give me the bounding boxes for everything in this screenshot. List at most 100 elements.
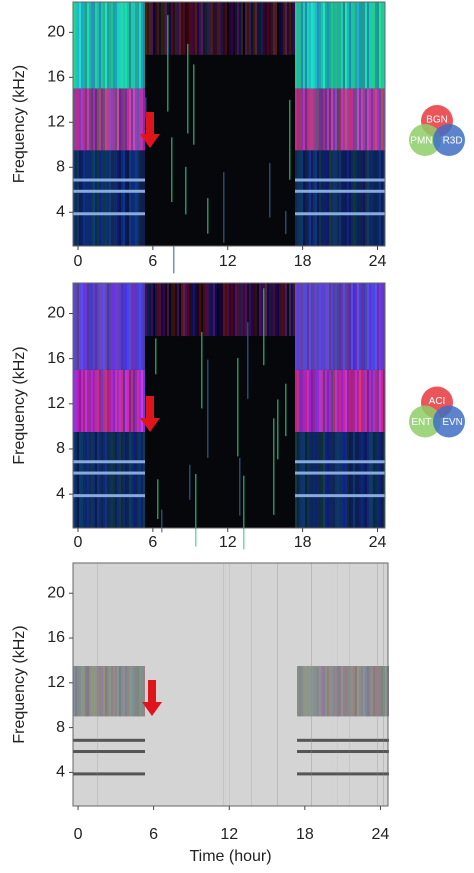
texture [345, 178, 347, 182]
texture [309, 471, 311, 475]
texture [311, 178, 313, 182]
texture [93, 150, 95, 246]
texture [325, 750, 327, 754]
texture [129, 772, 131, 776]
texture [127, 460, 129, 464]
texture [105, 189, 107, 193]
x-tick-label: 12 [219, 534, 237, 551]
texture [133, 494, 135, 498]
texture [315, 471, 317, 475]
texture [121, 772, 123, 776]
texture [87, 178, 89, 182]
texture [101, 178, 103, 182]
texture [121, 189, 123, 193]
texture [133, 189, 135, 193]
texture [349, 666, 351, 717]
texture [119, 772, 121, 776]
texture [295, 150, 297, 246]
texture [129, 750, 131, 754]
texture [127, 88, 129, 151]
texture [137, 738, 139, 742]
texture [235, 283, 237, 337]
texture [113, 750, 115, 754]
texture [269, 283, 271, 337]
texture [317, 88, 319, 151]
texture [129, 2, 131, 89]
texture [341, 750, 343, 754]
y-tick-label: 12 [47, 674, 65, 691]
texture [333, 178, 335, 182]
texture [315, 772, 317, 776]
texture [97, 369, 99, 433]
texture [369, 283, 371, 370]
texture [73, 283, 75, 370]
texture [131, 460, 133, 464]
texture [299, 738, 301, 742]
texture [335, 460, 337, 464]
texture [117, 150, 119, 246]
texture [143, 189, 145, 193]
texture [337, 212, 339, 216]
texture [97, 432, 99, 528]
texture [273, 283, 275, 337]
texture [87, 494, 89, 498]
texture [131, 2, 133, 89]
texture [187, 43, 189, 134]
texture [127, 471, 129, 475]
texture [99, 738, 101, 742]
texture [123, 738, 125, 742]
texture [313, 666, 315, 717]
texture [77, 150, 79, 246]
texture [103, 150, 105, 246]
texture [111, 432, 113, 528]
texture [91, 738, 93, 742]
texture [285, 383, 287, 437]
texture [311, 88, 313, 151]
texture [91, 178, 93, 182]
texture [201, 331, 203, 409]
texture [325, 283, 327, 370]
texture [325, 369, 327, 433]
texture [383, 189, 385, 193]
texture [145, 2, 147, 55]
texture [343, 189, 345, 193]
texture [135, 738, 137, 742]
texture [73, 212, 75, 216]
texture [361, 189, 363, 193]
texture [355, 88, 357, 151]
texture [129, 150, 131, 246]
texture [373, 369, 375, 433]
texture [315, 88, 317, 151]
y-tick-label: 20 [47, 584, 65, 601]
texture [97, 283, 99, 370]
texture [339, 283, 341, 370]
y-tick-label: 4 [56, 764, 65, 781]
x-tick-label: 24 [372, 826, 390, 843]
texture [335, 432, 337, 528]
texture [173, 283, 175, 337]
texture [347, 178, 349, 182]
texture [103, 189, 105, 193]
texture [103, 738, 105, 742]
texture [313, 178, 315, 182]
texture [357, 471, 359, 475]
texture [327, 369, 329, 433]
texture [329, 178, 331, 182]
texture [349, 460, 351, 464]
texture [313, 88, 315, 151]
texture [137, 369, 139, 433]
texture [119, 178, 121, 182]
texture [383, 369, 385, 433]
texture [99, 471, 101, 475]
texture [349, 369, 351, 433]
texture [95, 471, 97, 475]
texture [319, 432, 321, 528]
texture [301, 432, 303, 528]
texture [373, 283, 375, 370]
texture [375, 471, 377, 475]
texture [125, 150, 127, 246]
texture [309, 369, 311, 433]
texture [107, 212, 109, 216]
texture [353, 178, 355, 182]
texture [267, 2, 269, 55]
